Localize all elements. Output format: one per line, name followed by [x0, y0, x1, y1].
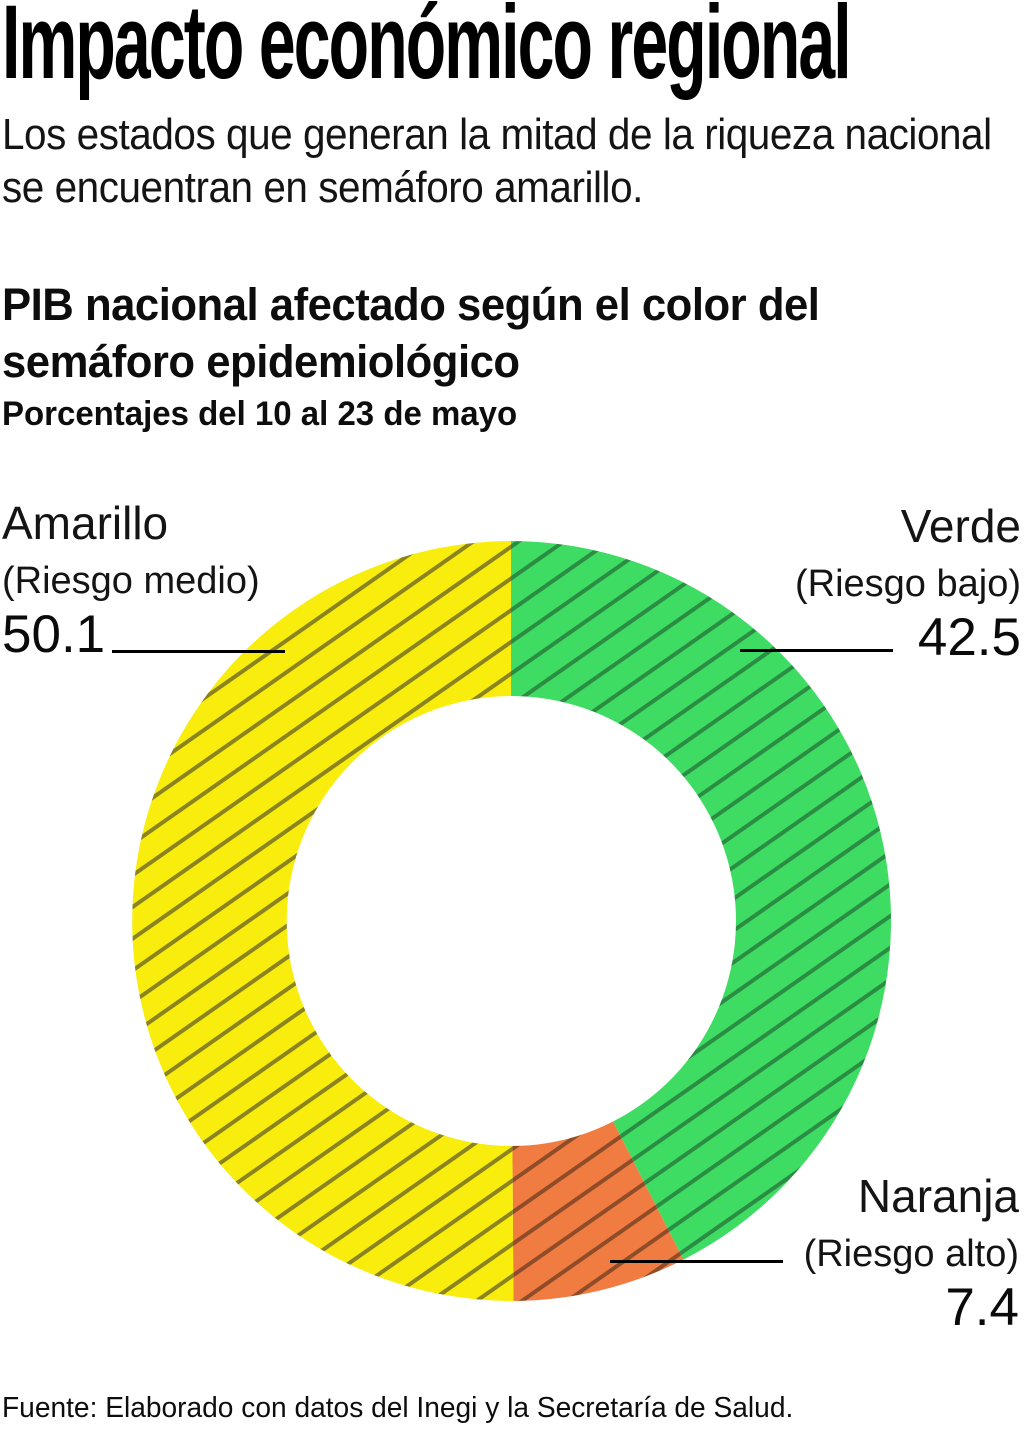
- leader-line-verde: [740, 649, 893, 652]
- callout-naranja: Naranja (Riesgo alto) 7.4: [804, 1170, 1019, 1336]
- chart-title: PIB nacional afectado según el color del…: [2, 279, 820, 387]
- callout-verde-value: 42.5: [917, 608, 1021, 667]
- donut-segment-naranja: [512, 1121, 684, 1301]
- donut-segment-verde: [511, 541, 892, 1260]
- callout-naranja-risk: (Riesgo alto): [803, 1233, 1019, 1275]
- callout-amarillo-value: 50.1: [2, 605, 106, 664]
- callout-amarillo-label: Amarillo: [2, 497, 169, 549]
- callout-verde-risk: (Riesgo bajo): [795, 563, 1021, 605]
- leader-line-amarillo: [112, 650, 285, 653]
- donut-segment-amarillo: [132, 541, 514, 1302]
- callout-verde-label: Verde: [900, 500, 1021, 552]
- chart-subtitle: Porcentajes del 10 al 23 de mayo: [2, 395, 518, 433]
- source-note: Fuente: Elaborado con datos del Inegi y …: [2, 1392, 794, 1424]
- callout-naranja-value: 7.4: [945, 1278, 1019, 1337]
- callout-amarillo: Amarillo (Riesgo medio) 50.1: [2, 497, 260, 663]
- callout-naranja-label: Naranja: [857, 1170, 1019, 1222]
- page-subtitle: Los estados que generan la mitad de la r…: [2, 110, 992, 212]
- leader-line-naranja: [610, 1260, 783, 1263]
- callout-amarillo-risk: (Riesgo medio): [2, 560, 260, 602]
- callout-verde: Verde (Riesgo bajo) 42.5: [795, 500, 1021, 666]
- page-title: Impacto económico regional: [2, 0, 852, 101]
